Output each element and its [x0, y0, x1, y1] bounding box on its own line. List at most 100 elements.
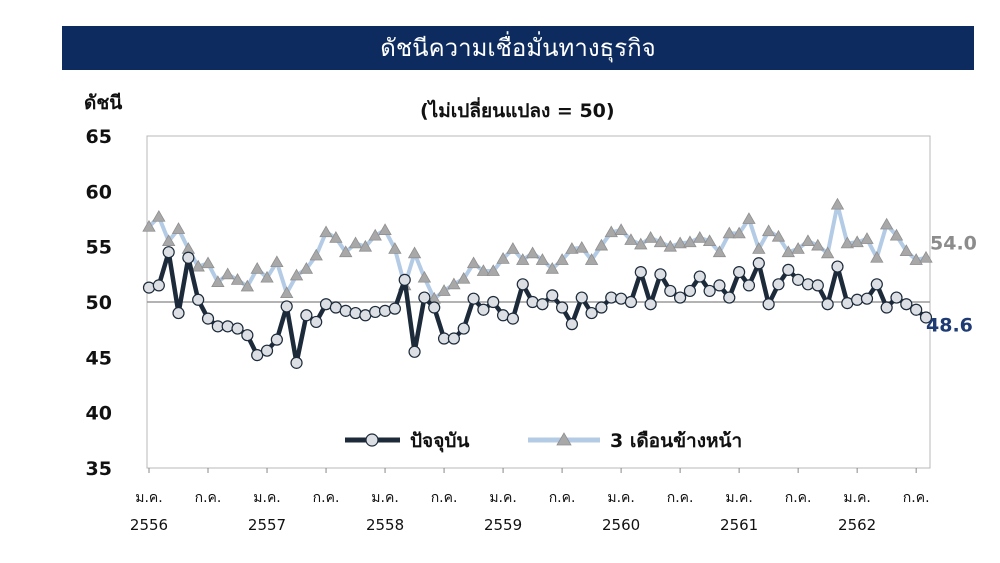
data-point: [299, 261, 314, 274]
data-point: [536, 298, 549, 311]
data-point: [290, 356, 303, 369]
data-point: [270, 255, 284, 268]
data-point: [565, 318, 579, 331]
x-tick-year: 2558: [366, 516, 404, 534]
data-point: [752, 257, 765, 270]
data-point: [781, 245, 795, 258]
data-point: [525, 246, 540, 259]
data-point: [634, 266, 647, 279]
data-point: [358, 239, 373, 252]
data-point: [339, 245, 353, 258]
data-point: [771, 229, 786, 242]
x-tick-label: ม.ค.: [607, 490, 635, 506]
data-point: [437, 284, 451, 296]
data-point: [310, 315, 323, 329]
data-point: [457, 271, 471, 284]
data-point: [683, 284, 697, 298]
data-point: [820, 246, 835, 259]
data-point: [506, 242, 520, 254]
data-point: [152, 279, 165, 292]
data-point: [673, 236, 687, 249]
data-point: [241, 329, 254, 342]
data-point: [663, 239, 677, 252]
data-point: [703, 284, 716, 298]
chart-title: ดัชนีความเชื่อมั่นทางธุรกิจ: [62, 26, 974, 70]
data-point: [702, 234, 717, 247]
data-point: [457, 322, 470, 335]
data-point: [182, 251, 195, 264]
data-point: [919, 311, 933, 324]
data-point: [879, 217, 894, 230]
data-point: [555, 253, 569, 265]
data-point: [447, 277, 461, 290]
data-point: [388, 302, 401, 315]
data-point: [309, 248, 323, 261]
data-point: [280, 286, 294, 299]
data-point: [231, 322, 244, 335]
data-point: [260, 344, 274, 357]
data-point: [791, 242, 805, 254]
data-point: [407, 246, 422, 259]
data-point: [545, 261, 559, 274]
data-point: [348, 236, 363, 249]
data-point: [467, 292, 480, 305]
data-point: [712, 245, 727, 258]
data-point: [516, 278, 529, 291]
data-point: [870, 278, 883, 291]
x-tick-year: 2556: [130, 516, 168, 534]
data-point: [722, 226, 736, 239]
data-point: [900, 298, 913, 311]
data-point: [782, 263, 795, 277]
data-point: [693, 231, 707, 243]
data-point: [910, 303, 923, 316]
data-point: [899, 244, 914, 256]
data-point: [792, 273, 805, 286]
data-point: [624, 295, 638, 309]
data-point: [240, 279, 255, 292]
data-point: [653, 235, 668, 248]
data-point: [447, 332, 460, 345]
x-tick-label: ก.ค.: [785, 490, 812, 506]
data-point: [280, 300, 293, 313]
data-point: [329, 231, 343, 243]
y-axis-label: ดัชนี: [84, 92, 123, 114]
data-point: [142, 219, 156, 232]
data-point: [516, 253, 530, 265]
data-point: [260, 270, 274, 283]
data-point: [860, 292, 874, 305]
data-point: [466, 256, 481, 269]
data-point: [643, 231, 658, 243]
data-point: [860, 232, 874, 244]
data-point: [319, 225, 333, 238]
x-tick-label: ก.ค.: [549, 490, 576, 506]
data-point: [201, 256, 215, 269]
data-point: [388, 242, 402, 254]
data-point: [192, 293, 205, 306]
data-point: [230, 273, 245, 285]
data-point: [526, 295, 539, 309]
legend-label-current: ปัจจุบัน: [410, 430, 469, 453]
data-point: [919, 250, 933, 263]
data-point: [575, 240, 589, 253]
data-point: [683, 235, 697, 248]
data-point: [575, 291, 588, 304]
x-tick-label: ม.ค.: [489, 490, 517, 506]
x-tick-year: 2561: [720, 516, 758, 534]
data-point: [850, 235, 864, 248]
data-point: [191, 259, 205, 272]
data-point: [349, 306, 362, 320]
data-point: [476, 264, 491, 276]
y-tick-label: 40: [86, 403, 112, 425]
data-point: [654, 268, 667, 281]
data-point: [811, 238, 825, 251]
data-point: [496, 252, 510, 264]
data-point: [378, 304, 392, 317]
data-point: [152, 209, 166, 222]
data-point: [408, 345, 421, 358]
x-tick-year: 2557: [248, 516, 286, 534]
data-point: [161, 234, 176, 247]
data-point: [909, 253, 923, 265]
data-point: [614, 223, 628, 235]
y-tick-label: 45: [86, 347, 112, 369]
